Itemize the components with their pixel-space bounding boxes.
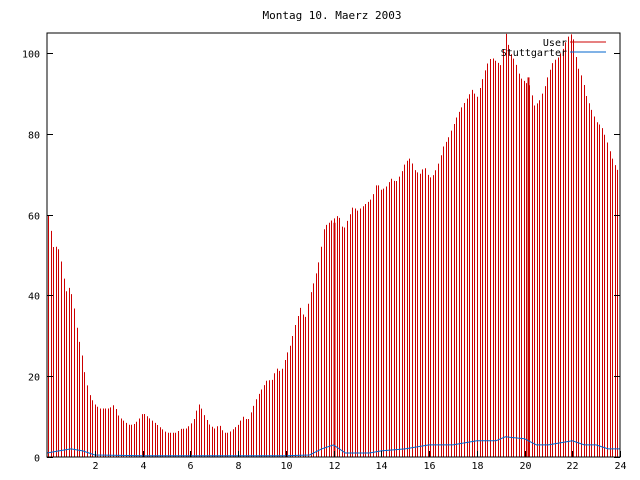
user-bars bbox=[48, 33, 618, 457]
x-tick-label: 2 bbox=[92, 461, 98, 472]
legend: User Stuttgarter bbox=[501, 38, 606, 59]
x-tick-label: 12 bbox=[328, 461, 340, 472]
x-tick-label: 22 bbox=[566, 461, 578, 472]
y-tick-label: 100 bbox=[22, 50, 40, 61]
stuttgarter-line bbox=[46, 436, 620, 457]
x-tick-label: 6 bbox=[187, 461, 193, 472]
legend-label-stuttgarter: Stuttgarter bbox=[501, 48, 567, 59]
x-axis-ticks: 2 4 6 8 10 12 14 16 18 20 22 24 bbox=[92, 451, 627, 472]
highlight-spikes bbox=[333, 77, 530, 457]
x-tick-label: 20 bbox=[519, 461, 531, 472]
y-tick-label: 60 bbox=[28, 212, 40, 223]
x-tick-label: 16 bbox=[423, 461, 435, 472]
y-tick-label: 40 bbox=[28, 292, 40, 303]
y-tick-label: 80 bbox=[28, 131, 40, 142]
legend-label-user: User bbox=[543, 38, 567, 49]
x-tick-label: 10 bbox=[280, 461, 292, 472]
chart-title: Montag 10. Maerz 2003 bbox=[262, 9, 401, 22]
x-tick-label: 14 bbox=[375, 461, 387, 472]
plot-area bbox=[46, 33, 620, 457]
y-tick-label: 0 bbox=[34, 454, 40, 465]
x-tick-label: 24 bbox=[614, 461, 626, 472]
x-tick-label: 4 bbox=[140, 461, 146, 472]
x-tick-label: 18 bbox=[471, 461, 483, 472]
y-axis-ticks: 0 20 40 60 80 100 bbox=[22, 50, 620, 465]
y-tick-label: 20 bbox=[28, 373, 40, 384]
x-tick-label: 8 bbox=[235, 461, 241, 472]
plot-frame bbox=[46, 32, 621, 458]
